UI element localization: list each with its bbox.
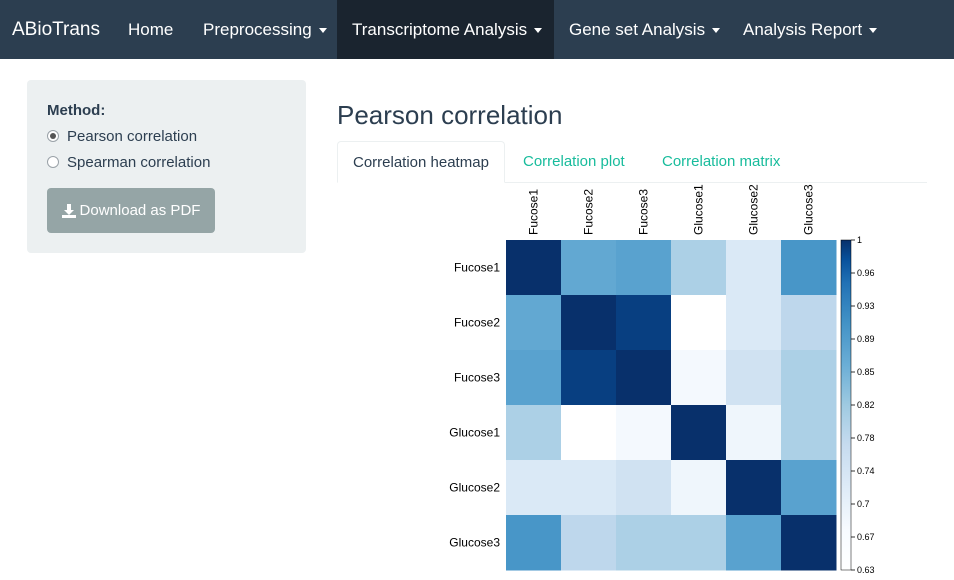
tab-correlation-heatmap[interactable]: Correlation heatmap	[337, 141, 505, 183]
heatmap-cell	[561, 515, 617, 571]
heatmap-cell	[506, 405, 562, 461]
nav-gene-set-analysis-label: Gene set Analysis	[569, 20, 706, 39]
colorbar-tick-label: 0.67	[857, 532, 875, 542]
tab-correlation-matrix[interactable]: Correlation matrix	[647, 141, 795, 183]
heatmap-column-label: Fucose2	[582, 189, 596, 235]
nav-analysis-report[interactable]: Analysis Report	[728, 0, 892, 59]
nav-analysis-report-label: Analysis Report	[743, 20, 863, 39]
heatmap-cell	[561, 460, 617, 516]
heatmap-column-label: Glucose1	[692, 184, 706, 235]
heatmap-cell	[561, 295, 617, 351]
radio-button-unchecked[interactable]	[47, 156, 59, 168]
heatmap-column-label: Glucose2	[747, 184, 761, 235]
heatmap-cell	[506, 460, 562, 516]
heatmap-cell	[726, 405, 782, 461]
colorbar-tick-label: 0.7	[857, 499, 870, 509]
heatmap-cell	[671, 350, 727, 406]
tab-correlation-heatmap-label: Correlation heatmap	[353, 154, 489, 171]
heatmap-column-label: Fucose1	[527, 189, 541, 235]
nav-transcriptome-analysis[interactable]: Transcriptome Analysis	[337, 0, 554, 59]
colorbar-tick-label: 0.93	[857, 301, 875, 311]
colorbar-tick-label: 0.85	[857, 367, 875, 377]
heatmap-cell	[781, 350, 837, 406]
heatmap-cell	[561, 240, 617, 296]
heatmap-cell	[616, 295, 672, 351]
heatmap-cell	[616, 240, 672, 296]
heatmap-cell	[726, 350, 782, 406]
heatmap-cell	[726, 460, 782, 516]
heatmap-cell	[726, 240, 782, 296]
heatmap-row-label: Glucose1	[449, 426, 500, 440]
colorbar	[840, 239, 852, 571]
heatmap-row-label: Glucose2	[449, 481, 500, 495]
heatmap-row-label: Fucose1	[454, 261, 500, 275]
method-panel: Method: Pearson correlation Spearman cor…	[27, 80, 306, 253]
nav-preprocessing-label: Preprocessing	[203, 20, 312, 39]
tab-correlation-matrix-label: Correlation matrix	[662, 153, 781, 170]
chevron-down-icon	[712, 28, 721, 34]
colorbar-tick-label: 0.82	[857, 400, 875, 410]
nav-transcriptome-analysis-label: Transcriptome Analysis	[352, 20, 528, 39]
radio-spearman[interactable]: Spearman correlation	[47, 152, 210, 172]
correlation-heatmap: Fucose1 Fucose2 Fucose3 Glucose1 Glucose2 Glu…	[449, 184, 875, 575]
heatmap-cell	[671, 240, 727, 296]
colorbar-tick-label: 1	[857, 235, 862, 245]
heatmap-column-label: Glucose3	[802, 184, 816, 235]
heatmap-cell	[506, 295, 562, 351]
download-icon	[61, 203, 76, 218]
heatmap-cell	[561, 350, 617, 406]
heatmap-cell	[506, 240, 562, 296]
radio-pearson-label: Pearson correlation	[67, 127, 198, 145]
chevron-down-icon	[869, 28, 878, 34]
chevron-down-icon	[318, 28, 327, 34]
nav-home-label: Home	[128, 20, 174, 39]
heatmap-row-label: Fucose3	[454, 371, 500, 385]
colorbar-tick-label: 0.63	[857, 565, 875, 575]
heatmap-cell	[561, 405, 617, 461]
heatmap-cell	[781, 240, 837, 296]
tab-correlation-plot[interactable]: Correlation plot	[508, 141, 640, 183]
download-pdf-button[interactable]: Download as PDF	[47, 188, 215, 233]
heatmap-cell	[726, 515, 782, 571]
colorbar-tick-label: 0.89	[857, 334, 875, 344]
heatmap-cell	[781, 460, 837, 516]
tab-correlation-plot-label: Correlation plot	[523, 153, 625, 170]
colorbar-tick-label: 0.78	[857, 433, 875, 443]
heatmap-cell	[781, 515, 837, 571]
heatmap-cell	[616, 460, 672, 516]
nav-gene-set-analysis[interactable]: Gene set Analysis	[554, 0, 735, 59]
radio-pearson[interactable]: Pearson correlation	[47, 126, 197, 146]
heatmap-cell	[781, 295, 837, 351]
chevron-down-icon	[534, 28, 543, 34]
heatmap-cell	[506, 515, 562, 571]
nav-home[interactable]: Home	[113, 0, 188, 59]
colorbar-tick-label: 0.96	[857, 268, 875, 278]
top-navbar: ABioTrans Home Preprocessing Transcripto…	[0, 0, 954, 59]
tabs-divider	[337, 182, 927, 183]
heatmap-cell	[671, 295, 727, 351]
heatmap-cell	[671, 460, 727, 516]
heatmap-cell	[671, 515, 727, 571]
heatmap-cell	[781, 405, 837, 461]
heatmap-column-label: Fucose3	[637, 189, 651, 235]
heatmap-row-label: Glucose3	[449, 536, 500, 550]
colorbar-tick-label: 0.74	[857, 466, 875, 476]
radio-button-checked[interactable]	[47, 130, 59, 142]
heatmap-row-label: Fucose2	[454, 316, 500, 330]
heatmap-cell	[616, 515, 672, 571]
heatmap-cell	[726, 295, 782, 351]
app-brand[interactable]: ABioTrans	[12, 19, 100, 40]
heatmap-cell	[671, 405, 727, 461]
method-label: Method:	[47, 102, 106, 119]
heatmap-cell	[616, 350, 672, 406]
heatmap-cell	[616, 405, 672, 461]
radio-spearman-label: Spearman correlation	[67, 153, 211, 171]
heatmap-cell	[506, 350, 562, 406]
download-pdf-label: Download as PDF	[79, 202, 201, 219]
nav-preprocessing[interactable]: Preprocessing	[188, 0, 342, 59]
page-title: Pearson correlation	[337, 100, 563, 130]
